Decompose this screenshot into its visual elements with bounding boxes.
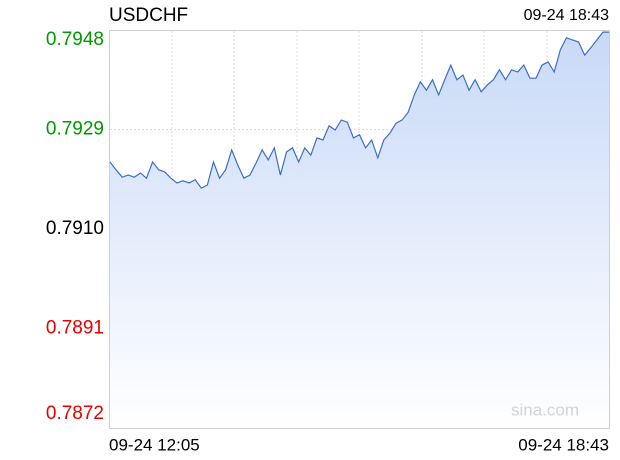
y-tick-label: 0.7910 <box>46 218 104 239</box>
price-line <box>109 31 609 189</box>
watermark: sina.com <box>511 400 579 419</box>
y-tick-label: 0.7929 <box>46 119 104 140</box>
area <box>110 32 609 429</box>
x-tick-label: 09-24 12:05 <box>109 435 200 454</box>
x-tick-label: 09-24 18:43 <box>518 435 609 454</box>
y-tick-label: 0.7872 <box>46 403 104 424</box>
timestamp: 09-24 18:43 <box>524 7 610 24</box>
chart-title: USDCHF <box>109 5 188 26</box>
y-tick-label: 0.7891 <box>46 318 104 339</box>
y-tick-label: 0.7948 <box>46 29 104 50</box>
